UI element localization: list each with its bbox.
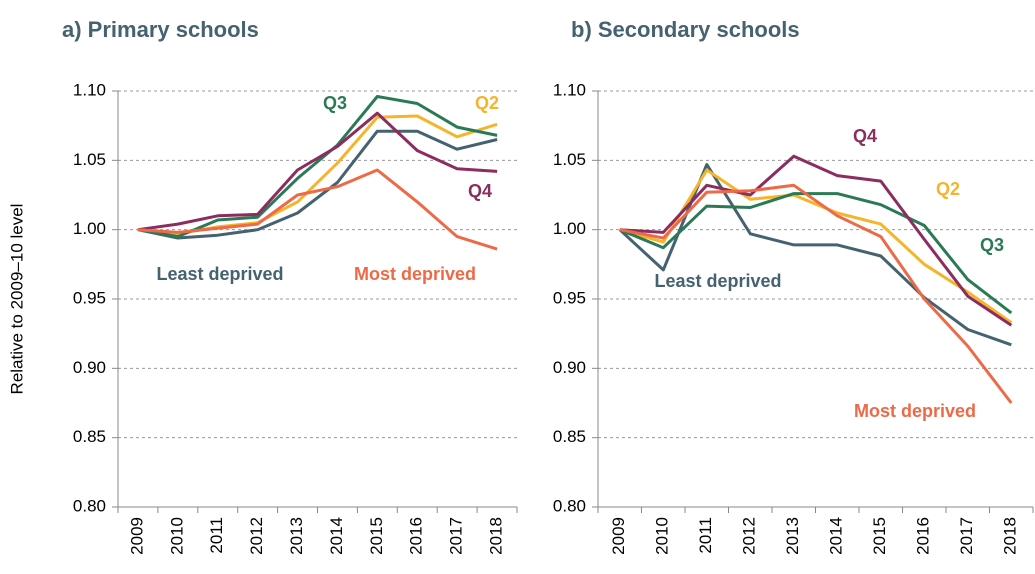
y-tick-label: 0.95	[553, 288, 586, 307]
series-label: Q3	[323, 93, 347, 113]
x-tick-label: 2013	[783, 517, 802, 555]
series-line	[619, 168, 1013, 324]
y-tick-label: 0.80	[553, 496, 586, 515]
series-line	[137, 114, 498, 236]
x-tick-label: 2013	[287, 517, 306, 555]
series-label: Q4	[468, 181, 492, 201]
series-line	[137, 111, 498, 232]
y-tick-label: 0.85	[73, 427, 106, 446]
x-tick-label: 2015	[870, 517, 889, 555]
x-tick-label: 2009	[127, 517, 146, 555]
x-tick-label: 2014	[327, 517, 346, 555]
x-tick-label: 2016	[407, 517, 426, 555]
y-axis-label: Relative to 2009–10 level	[7, 204, 26, 395]
y-tick-label: 1.00	[553, 219, 586, 238]
series-line	[619, 192, 1013, 315]
series-label: Q2	[936, 179, 960, 199]
series-line	[619, 154, 1013, 327]
chart-title: a) Primary schools	[62, 17, 259, 42]
series-label: Q2	[475, 93, 499, 113]
series-line	[137, 168, 498, 251]
y-tick-label: 0.90	[553, 358, 586, 377]
x-tick-label: 2017	[957, 517, 976, 555]
x-tick-label: 2011	[696, 517, 715, 554]
x-tick-label: 2014	[827, 517, 846, 555]
x-tick-label: 2017	[447, 517, 466, 555]
x-tick-label: 2009	[609, 517, 628, 555]
series-label: Least deprived	[654, 271, 781, 291]
series-label: Most deprived	[854, 401, 976, 421]
y-tick-label: 0.80	[73, 496, 106, 515]
x-tick-label: 2011	[207, 517, 226, 554]
series-label: Q4	[853, 126, 877, 146]
x-tick-label: 2010	[167, 517, 186, 555]
y-tick-label: 0.95	[73, 288, 106, 307]
series-line	[619, 183, 1013, 404]
x-tick-label: 2010	[653, 517, 672, 555]
series-line	[137, 129, 498, 240]
chart-title: b) Secondary schools	[571, 17, 800, 42]
y-tick-label: 0.85	[553, 427, 586, 446]
series-label: Most deprived	[354, 264, 476, 284]
series-label: Least deprived	[156, 264, 283, 284]
x-tick-label: 2018	[487, 517, 506, 555]
x-tick-label: 2015	[367, 517, 386, 555]
series-line	[137, 95, 498, 239]
y-tick-label: 1.05	[73, 150, 106, 169]
y-tick-label: 1.10	[73, 80, 106, 99]
x-tick-label: 2012	[740, 517, 759, 555]
y-tick-label: 1.05	[553, 150, 586, 169]
y-tick-label: 1.00	[73, 219, 106, 238]
y-tick-label: 1.10	[553, 80, 586, 99]
y-tick-label: 0.90	[73, 358, 106, 377]
series-label: Q3	[980, 235, 1004, 255]
x-tick-label: 2018	[1001, 517, 1020, 555]
x-tick-label: 2016	[914, 517, 933, 555]
x-tick-label: 2012	[247, 517, 266, 555]
